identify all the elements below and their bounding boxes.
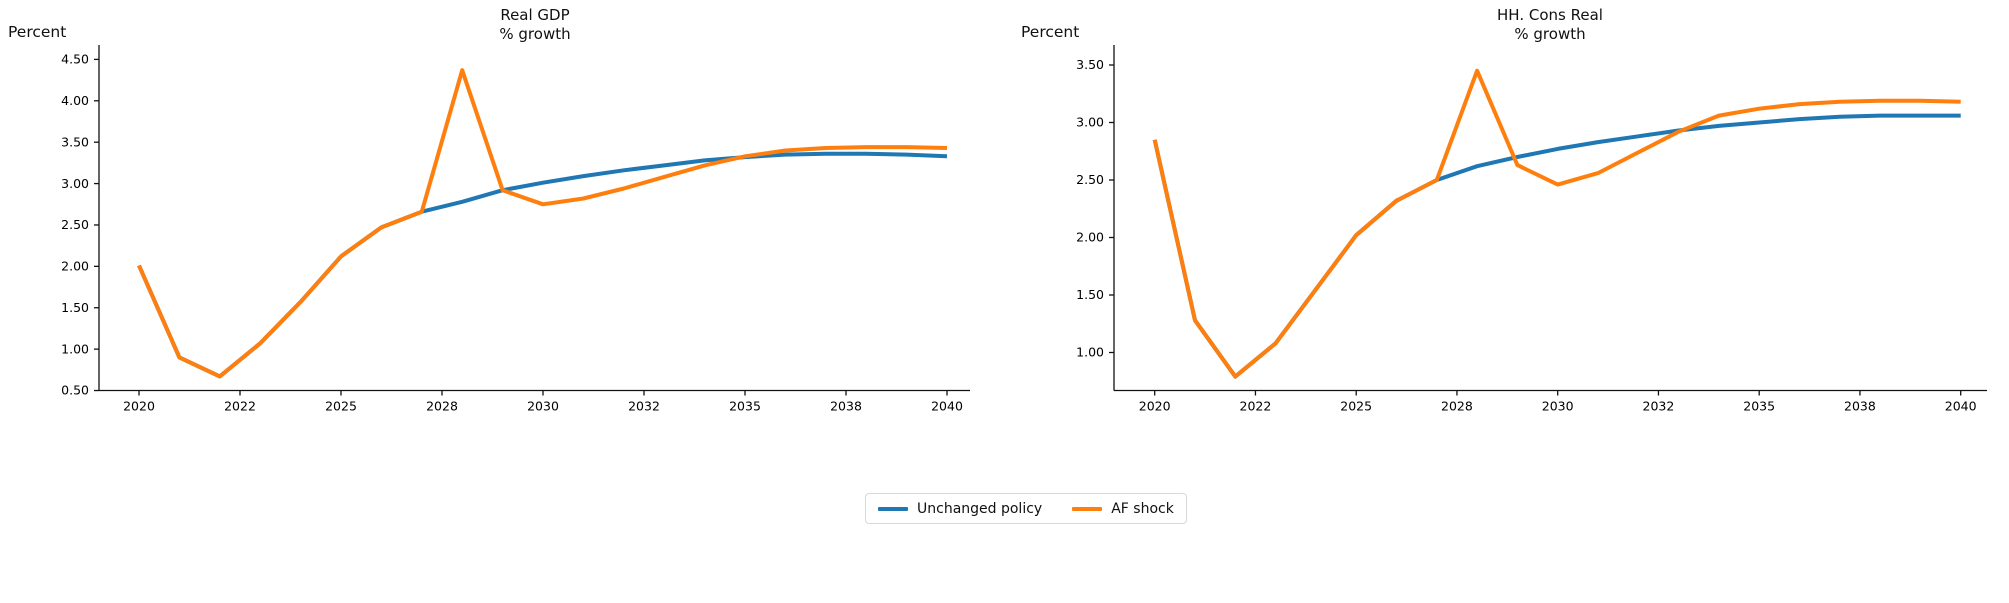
x-tick-label: 2035 [729,399,761,414]
x-tick-label: 2040 [1945,399,1977,414]
legend: Unchanged policy AF shock [865,493,1187,524]
y-axis-title: Percent [1021,23,1080,41]
y-tick-label: 1.50 [61,300,89,315]
x-tick-label: 2030 [527,399,559,414]
x-tick-label: 2025 [325,399,357,414]
chart-title-line1: Real GDP [500,6,570,24]
legend-label: Unchanged policy [917,500,1043,517]
series-line-af-shock [137,68,948,379]
y-tick-label: 1.00 [61,341,89,356]
x-tick-label: 2038 [1844,399,1876,414]
hh-cons-real-plot-area: 3.50 3.00 2.50 2.00 1.50 1.00 2020 2022 2025 2028… [1076,45,1987,414]
y-tick-label: 2.00 [1076,230,1104,245]
blue-line-swatch [878,506,908,511]
x-tick-label: 2028 [1441,399,1473,414]
x-tick-label: 2028 [426,399,458,414]
x-tick-label: 2020 [123,399,155,414]
y-axis-title: Percent [8,23,67,41]
x-tick-label: 2025 [1340,399,1372,414]
chart-title-line2: % growth [1514,25,1586,43]
y-tick-label: 4.00 [61,93,89,108]
y-tick-label: 3.50 [1076,57,1104,72]
chart-title: HH. Cons Real % growth [1400,6,1700,44]
x-tick-label: 2032 [628,399,660,414]
legend-item-unchanged-policy: Unchanged policy [878,501,1042,517]
orange-line-swatch [1072,506,1103,511]
y-tick-label: 1.50 [1076,287,1104,302]
y-tick-label: 2.50 [1076,172,1104,187]
x-tick-label: 2032 [1643,399,1675,414]
real-gdp-chart: Percent Real GDP % growth 4.50 4.00 3.50 3.… [0,0,1005,460]
y-tick-label: 2.00 [61,259,89,274]
x-tick-label: 2035 [1743,399,1775,414]
y-tick-label: 3.50 [61,134,89,149]
chart-title: Real GDP % growth [385,6,685,44]
real-gdp-plot-area: 4.50 4.00 3.50 3.00 2.50 2.00 1.50 1.00 0.50 2020… [61,45,970,414]
x-tick-label: 2040 [931,399,963,414]
x-tick-label: 2020 [1139,399,1171,414]
chart-title-line2: % growth [499,25,571,43]
y-tick-label: 1.00 [1076,345,1104,360]
y-tick-label: 0.50 [61,383,89,398]
series-line-af-shock [1152,68,1961,379]
x-tick-label: 2030 [1542,399,1574,414]
series-line-unchanged-policy [1152,113,1961,379]
x-tick-label: 2038 [830,399,862,414]
x-tick-label: 2022 [224,399,256,414]
legend-item-af-shock: AF shock [1072,501,1174,517]
y-tick-label: 4.50 [61,52,89,67]
y-tick-label: 2.50 [61,217,89,232]
hh-cons-real-chart: Percent HH. Cons Real % growth 3.50 3.00 2… [1005,0,2009,460]
y-tick-label: 3.00 [1076,115,1104,130]
x-tick-label: 2022 [1240,399,1272,414]
legend-label: AF shock [1111,500,1174,517]
y-tick-label: 3.00 [61,176,89,191]
chart-title-line1: HH. Cons Real [1497,6,1603,24]
